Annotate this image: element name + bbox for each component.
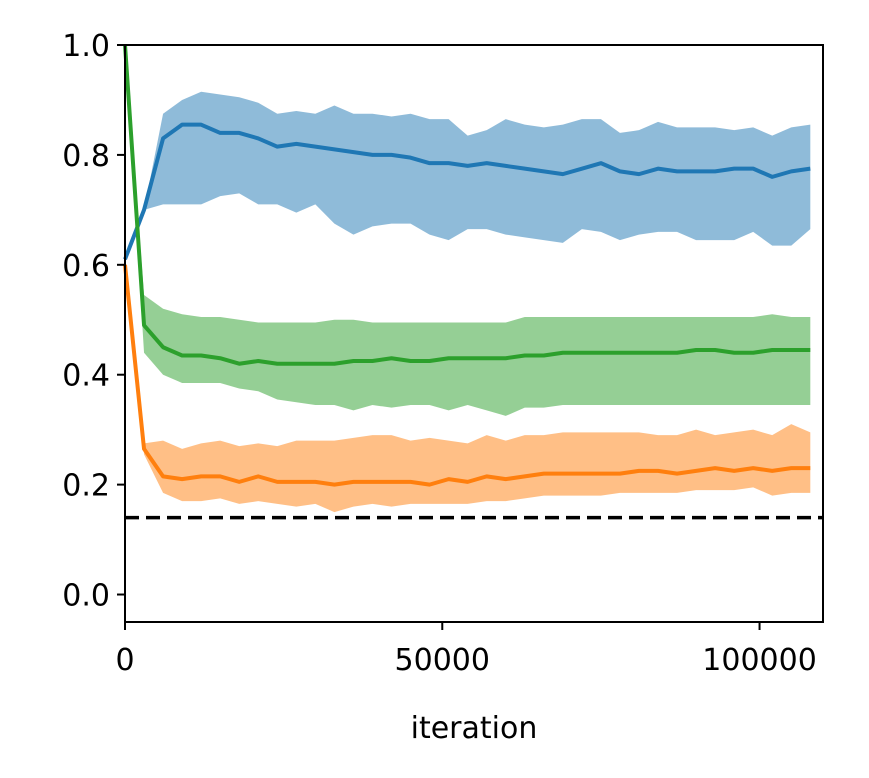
y-tick-label: 0.8 bbox=[62, 139, 110, 174]
x-tick-label: 100000 bbox=[702, 643, 817, 678]
y-tick-label: 0.6 bbox=[62, 249, 110, 284]
plot-frame bbox=[124, 44, 824, 623]
x-tick-label: 0 bbox=[115, 643, 134, 678]
y-axis-ticks: 0.0 0.2 0.4 0.6 0.8 1.0 bbox=[62, 29, 125, 614]
series-lines bbox=[123, 44, 811, 487]
series-0-band bbox=[125, 91, 811, 260]
confidence-bands bbox=[125, 45, 811, 513]
x-axis-ticks: 0 50000 100000 bbox=[115, 622, 817, 678]
series-1-band bbox=[125, 264, 811, 513]
series-1-line bbox=[123, 264, 811, 487]
series-2-line bbox=[123, 44, 811, 366]
y-tick-label: 0.4 bbox=[62, 359, 110, 394]
y-tick-label: 0.0 bbox=[62, 579, 110, 614]
y-tick-label: 1.0 bbox=[62, 29, 110, 64]
x-axis-label: iteration bbox=[411, 711, 538, 746]
series-2-band bbox=[125, 45, 811, 416]
series-0-line bbox=[123, 122, 811, 261]
x-tick-label: 50000 bbox=[395, 643, 490, 678]
y-tick-label: 0.2 bbox=[62, 469, 110, 504]
